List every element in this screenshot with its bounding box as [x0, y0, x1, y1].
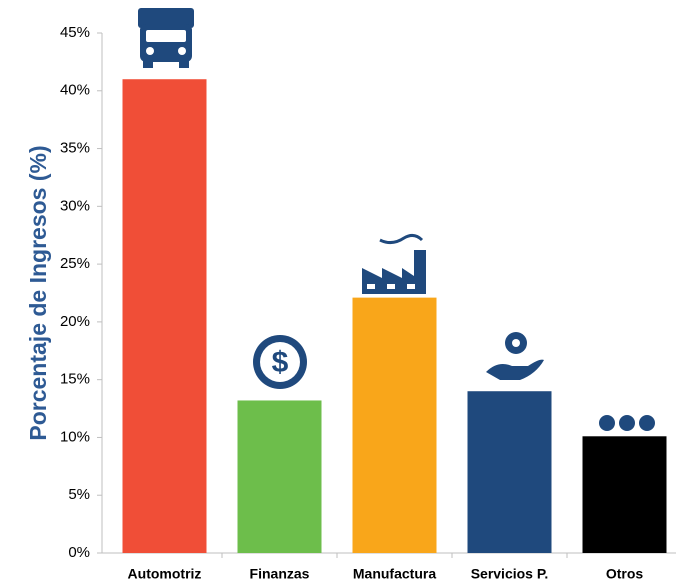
y-tick-label: 0%: [68, 544, 90, 561]
factory-icon: [362, 233, 426, 294]
x-tick-label: Automotriz: [128, 566, 202, 582]
bar: [582, 436, 667, 553]
x-tick-label: Servicios P.: [471, 566, 549, 582]
truck-icon: [138, 8, 194, 68]
x-tick-label: Otros: [606, 566, 644, 582]
y-tick-label: 45%: [60, 24, 90, 41]
y-tick-label: 15%: [60, 371, 90, 388]
x-tick-label: Finanzas: [250, 566, 310, 582]
bar: [467, 391, 552, 553]
y-tick-label: 20%: [60, 313, 90, 330]
bar: [352, 297, 437, 553]
dots-icon: [599, 415, 655, 431]
y-tick-label: 10%: [60, 428, 90, 445]
y-tick-label: 25%: [60, 255, 90, 272]
y-tick-label: 5%: [68, 486, 90, 503]
bar: [237, 400, 322, 553]
dollar-icon: $: [253, 335, 307, 389]
service-icon: [486, 332, 544, 380]
bar: [122, 79, 207, 553]
x-tick-label: Manufactura: [353, 566, 436, 582]
y-tick-label: 35%: [60, 140, 90, 157]
y-tick-label: 40%: [60, 82, 90, 99]
y-tick-label: 30%: [60, 197, 90, 214]
svg-text:$: $: [272, 346, 289, 379]
y-axis-label: Porcentaje de Ingresos (%): [25, 145, 51, 440]
